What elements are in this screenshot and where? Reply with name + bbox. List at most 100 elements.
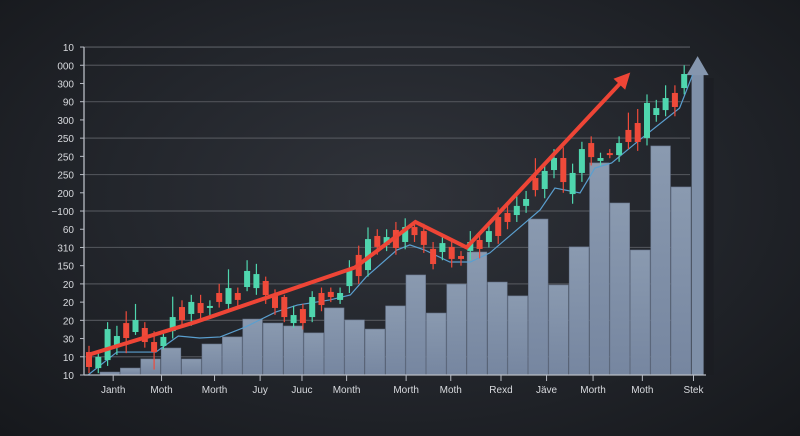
volume-bar xyxy=(610,203,630,375)
volume-bar xyxy=(141,359,161,375)
candle-up xyxy=(105,329,111,360)
y-tick-label: 000 xyxy=(57,61,74,72)
volume-bar xyxy=(406,275,426,375)
candle-up xyxy=(291,315,297,323)
candle-up xyxy=(644,103,650,138)
volume-bars xyxy=(100,56,714,375)
candle-down xyxy=(430,249,436,264)
volume-bar xyxy=(304,333,324,375)
x-tick-label: Moth xyxy=(631,385,653,396)
candle-up xyxy=(226,288,232,304)
candle-down xyxy=(625,130,631,142)
candle-down xyxy=(449,247,455,259)
candle-up xyxy=(616,143,622,155)
y-tick-label: 20 xyxy=(63,298,75,309)
candle-up xyxy=(309,297,315,317)
x-tick-label: Month xyxy=(333,385,361,396)
y-tick-label: −100 xyxy=(51,207,74,218)
candle-down xyxy=(560,158,566,182)
x-axis-ticks: JanthMothMorthJuyJuucMonthMorthMothRexdJ… xyxy=(101,375,705,396)
candle-up xyxy=(160,337,166,346)
candle-down xyxy=(458,256,464,259)
y-tick-label: 250 xyxy=(57,171,74,182)
volume-bar xyxy=(284,326,304,375)
candle-up xyxy=(207,306,213,308)
candle-up xyxy=(346,270,352,286)
volume-bar xyxy=(120,368,140,375)
x-tick-label: Jäve xyxy=(536,385,558,396)
candle-down xyxy=(607,153,613,155)
volume-bar xyxy=(426,313,446,375)
candle-down xyxy=(179,307,185,320)
candle-down xyxy=(588,143,594,157)
volume-bar xyxy=(324,308,344,375)
candle-down xyxy=(505,213,511,222)
candle-up xyxy=(188,302,194,314)
y-tick-label: 250 xyxy=(57,152,74,163)
candle-up xyxy=(523,199,529,206)
candle-up xyxy=(439,243,445,252)
candle-down xyxy=(281,297,287,317)
volume-bar xyxy=(549,285,569,375)
volume-bar xyxy=(222,337,242,375)
candle-down xyxy=(672,93,678,107)
candle-down xyxy=(495,217,501,236)
y-tick-label: 200 xyxy=(57,189,74,200)
y-tick-label: 20 xyxy=(63,280,75,291)
arrow-bar-shadow xyxy=(706,78,714,375)
volume-bar xyxy=(528,219,548,375)
candle-down xyxy=(272,296,278,308)
y-tick-label: 20 xyxy=(63,316,75,327)
x-tick-label: Morth xyxy=(202,385,228,396)
volume-bar xyxy=(202,344,222,375)
candle-down xyxy=(263,281,269,295)
volume-bar xyxy=(447,284,467,375)
candle-down xyxy=(123,323,129,338)
candle-up xyxy=(598,158,604,161)
candle-up xyxy=(244,271,250,287)
x-tick-label: Moth xyxy=(150,385,172,396)
volume-bar xyxy=(345,320,365,375)
volume-bar xyxy=(386,306,406,375)
volume-bar xyxy=(671,187,691,375)
x-tick-label: Morth xyxy=(393,385,419,396)
candle-up xyxy=(542,171,548,189)
candle-down xyxy=(319,293,325,305)
candle-down xyxy=(198,303,204,313)
volume-bar xyxy=(488,282,508,375)
candle-down xyxy=(532,178,538,190)
x-tick-label: Janth xyxy=(101,385,125,396)
volume-bar xyxy=(263,323,283,375)
candle-down xyxy=(421,231,427,245)
candle-down xyxy=(300,309,306,323)
candle-down xyxy=(374,236,380,247)
x-tick-label: Juy xyxy=(252,385,268,396)
x-tick-label: Rexd xyxy=(489,385,512,396)
volume-bar xyxy=(365,329,385,375)
y-tick-label: 30 xyxy=(63,335,75,346)
y-tick-label: 310 xyxy=(57,243,74,254)
arrow-bar xyxy=(692,74,704,375)
candle-down xyxy=(477,240,483,249)
candle-down xyxy=(151,342,157,352)
y-tick-label: 10 xyxy=(63,353,75,364)
y-tick-label: 150 xyxy=(57,262,74,273)
y-tick-label: 10 xyxy=(63,371,75,382)
volume-bar xyxy=(508,296,528,375)
y-axis-ticks: 10103020202015031060−1002002502502503009… xyxy=(51,43,84,382)
y-tick-label: 60 xyxy=(63,225,75,236)
candle-up xyxy=(579,149,585,173)
candle-up xyxy=(514,206,520,215)
x-tick-label: Moth xyxy=(440,385,462,396)
y-tick-label: 90 xyxy=(63,98,75,109)
volume-bar xyxy=(569,247,589,375)
y-tick-label: 300 xyxy=(57,116,74,127)
chart: 10103020202015031060−1002002502502503009… xyxy=(0,0,800,436)
y-tick-label: 10 xyxy=(63,43,75,54)
volume-bar xyxy=(590,163,610,375)
candle-down xyxy=(635,123,641,142)
candle-up xyxy=(133,320,139,332)
y-tick-label: 300 xyxy=(57,79,74,90)
candle-up xyxy=(681,74,687,88)
candle-up xyxy=(253,274,259,288)
